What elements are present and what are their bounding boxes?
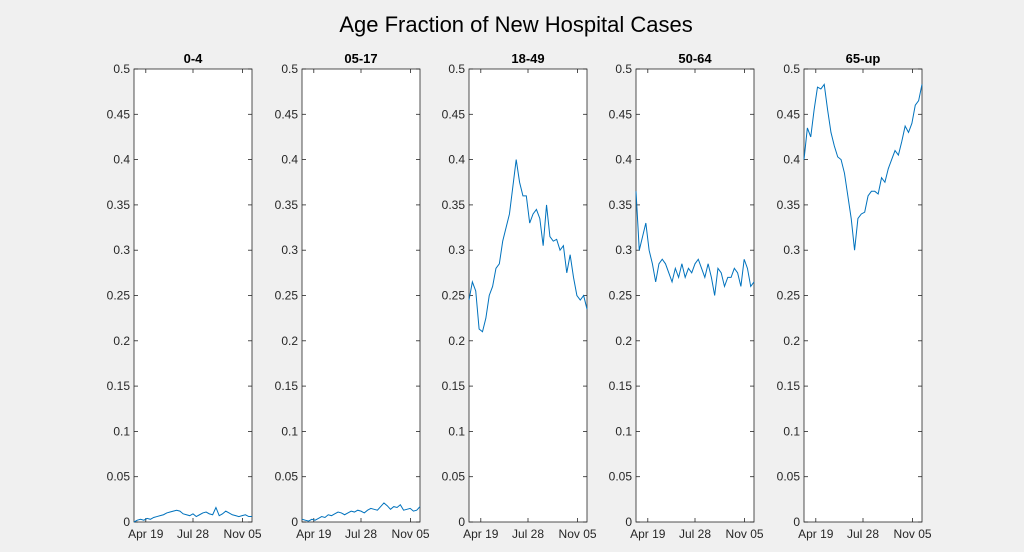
y-tick-label: 0.35 [107,198,131,212]
series-line [301,502,421,522]
y-tick-label: 0.25 [609,289,633,303]
y-tick-label: 0.2 [783,334,800,348]
y-tick-label: 0.45 [609,107,633,121]
y-tick-label: 0.05 [275,470,299,484]
y-tick-label: 0.45 [442,107,466,121]
x-tick-label: Nov 05 [224,527,262,541]
plot-area [133,68,253,523]
panel-title: 0-4 [184,51,204,66]
y-tick-label: 0.25 [107,289,131,303]
panel-title: 50-64 [678,51,712,66]
panel-0-4: 0-4 0 0.05 0.1 0.15 0.2 0.25 0.3 0.35 0.4 0.45 0.5 A… [107,51,262,541]
y-tick-label: 0.4 [615,153,632,167]
x-tick-label: Nov 05 [392,527,430,541]
y-tick-label: 0.5 [783,62,800,76]
y-tick-label: 0 [625,515,632,529]
y-tick-label: 0.2 [615,334,632,348]
y-tick-label: 0.5 [448,62,465,76]
y-tick-label: 0.35 [609,198,633,212]
y-tick-label: 0.4 [448,153,465,167]
x-tick-label: Jul 28 [177,527,209,541]
y-tick-label: 0 [123,515,130,529]
y-tick-label: 0.4 [281,153,298,167]
y-tick-label: 0.45 [275,107,299,121]
y-tick-label: 0.45 [777,107,801,121]
y-tick-label: 0 [291,515,298,529]
y-tick-label: 0.15 [275,379,299,393]
y-tick-label: 0.35 [777,198,801,212]
x-tick-label: Jul 28 [679,527,711,541]
y-tick-label: 0.05 [609,470,633,484]
x-tick-label: Apr 19 [128,527,164,541]
x-tick-label: Apr 19 [630,527,666,541]
y-tick-label: 0.1 [113,424,130,438]
y-tick-label: 0.3 [281,243,298,257]
plot-area [301,68,421,523]
y-tick-label: 0.4 [113,153,130,167]
panel-title: 65-up [846,51,881,66]
x-tick-label: Jul 28 [512,527,544,541]
panel-title: 05-17 [344,51,377,66]
y-tick-label: 0.05 [442,470,466,484]
y-tick-label: 0.35 [442,198,466,212]
y-tick-label: 0.5 [615,62,632,76]
series-line [133,506,252,523]
plot-area [468,68,588,523]
y-tick-label: 0.05 [777,470,801,484]
y-tick-label: 0.25 [442,289,466,303]
y-tick-label: 0.15 [442,379,466,393]
x-tick-label: Nov 05 [894,527,932,541]
x-tick-label: Apr 19 [463,527,499,541]
y-tick-label: 0.15 [107,379,131,393]
y-tick-label: 0 [458,515,465,529]
y-tick-label: 0.2 [448,334,465,348]
x-tick-label: Jul 28 [847,527,879,541]
y-tick-label: 0.35 [275,198,299,212]
x-tick-label: Apr 19 [296,527,332,541]
y-tick-label: 0.15 [777,379,801,393]
y-tick-label: 0.1 [281,424,298,438]
y-tick-label: 0.3 [615,243,632,257]
plot-area [803,68,923,523]
series-line [635,191,755,296]
x-tick-label: Nov 05 [559,527,597,541]
panel-title: 18-49 [511,51,544,66]
y-tick-label: 0 [793,515,800,529]
y-tick-label: 0.2 [113,334,130,348]
plot-area [635,68,755,523]
panel-18-49: 18-49 0 0.05 0.1 0.15 0.2 0.25 0.3 0.35 0.4 0.45 0.… [442,51,597,541]
y-tick-label: 0.25 [275,289,299,303]
series-line [468,159,588,333]
panel-05-17: 05-17 0 0.05 0.1 0.15 0.2 0.25 0.3 0.35 0.4 0.45 0.… [275,51,430,541]
y-tick-label: 0.3 [113,243,130,257]
panel-50-64: 50-64 0 0.05 0.1 0.15 0.2 0.25 0.3 0.35 0.4 0.45 0.… [609,51,764,541]
y-tick-label: 0.45 [107,107,131,121]
y-tick-label: 0.3 [448,243,465,257]
x-tick-label: Apr 19 [798,527,834,541]
y-tick-label: 0.5 [281,62,298,76]
y-tick-label: 0.5 [113,62,130,76]
y-tick-label: 0.4 [783,153,800,167]
y-tick-label: 0.1 [783,424,800,438]
y-tick-label: 0.15 [609,379,633,393]
y-tick-label: 0.3 [783,243,800,257]
series-line [803,83,923,251]
x-tick-label: Nov 05 [726,527,764,541]
y-tick-label: 0.1 [615,424,632,438]
y-tick-label: 0.05 [107,470,131,484]
panel-65-up: 65-up 0 0.05 0.1 0.15 0.2 0.25 0.3 0.35 0.4 0.45 0.… [777,51,932,541]
x-tick-label: Jul 28 [345,527,377,541]
y-tick-label: 0.25 [777,289,801,303]
y-tick-label: 0.1 [448,424,465,438]
figure-title: Age Fraction of New Hospital Cases [339,12,692,37]
y-tick-label: 0.2 [281,334,298,348]
panels: 0-4 0 0.05 0.1 0.15 0.2 0.25 0.3 0.35 0.4 0.45 0.5 A… [107,51,932,541]
